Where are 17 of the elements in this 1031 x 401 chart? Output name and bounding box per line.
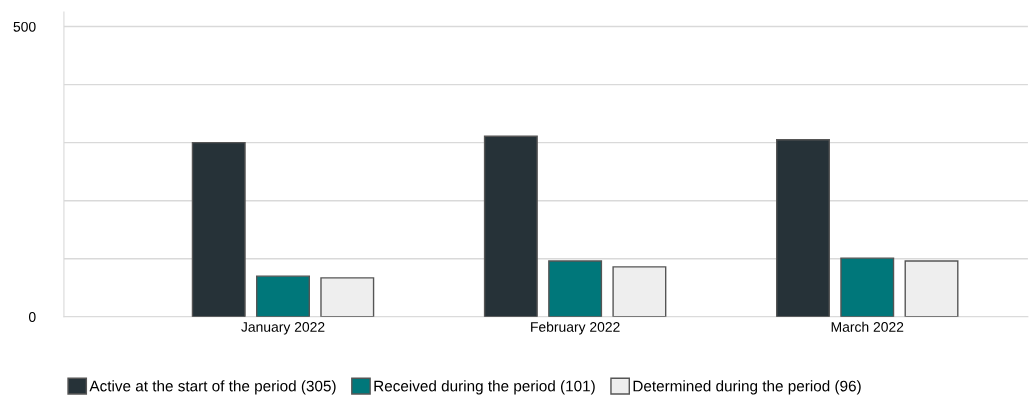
y-tick-label: 500 — [13, 21, 36, 32]
legend-label: Determined during the period (96) — [633, 380, 861, 395]
bar — [775, 139, 830, 317]
bar — [840, 257, 895, 317]
bar — [191, 141, 246, 317]
x-tick-label: January 2022 — [241, 322, 325, 335]
x-tick-label: March 2022 — [831, 321, 904, 332]
bar — [320, 277, 375, 317]
bar — [256, 275, 310, 317]
legend-label: Active at the start of the period (305) — [89, 380, 336, 395]
legend-label: Received during the period (101) — [374, 380, 595, 395]
bar — [548, 260, 603, 317]
bar — [612, 266, 667, 317]
bar — [904, 260, 959, 317]
bar — [483, 135, 538, 317]
y-tick-label: 0 — [28, 312, 36, 322]
x-tick-label: February 2022 — [531, 321, 620, 335]
